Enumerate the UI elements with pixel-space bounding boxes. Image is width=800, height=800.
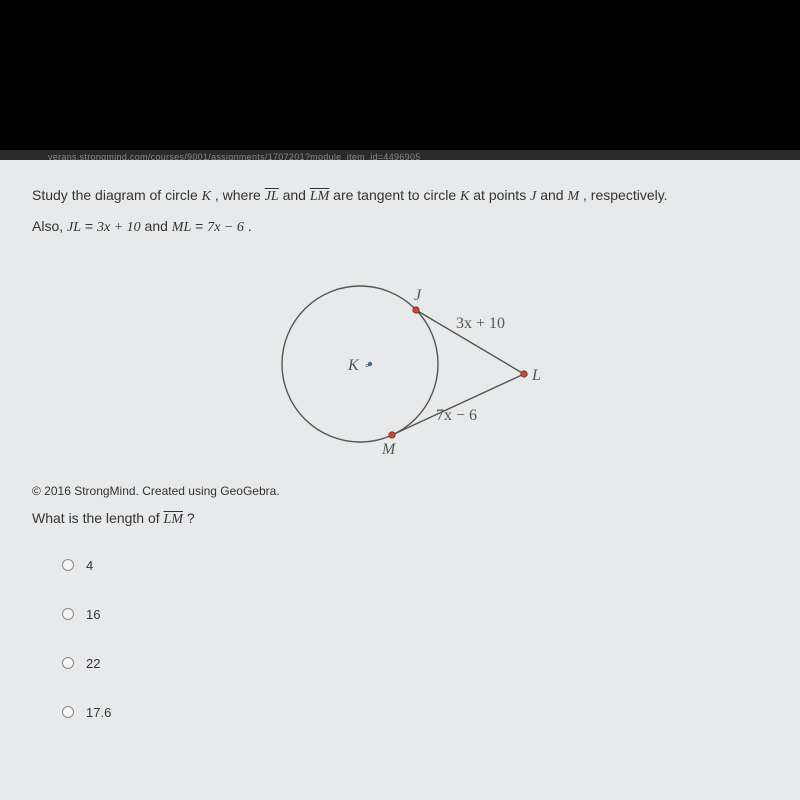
prompt-seg: LM xyxy=(164,512,183,527)
radio-icon xyxy=(62,657,74,669)
q-eq2-lhs: ML xyxy=(172,220,191,235)
q-text: are tangent to circle xyxy=(333,187,460,203)
q-pt-j: J xyxy=(530,189,536,204)
option-label: 17.6 xyxy=(86,705,111,720)
label-j: J xyxy=(414,287,422,304)
label-l: L xyxy=(531,367,541,384)
label-m: M xyxy=(381,441,397,458)
q-text: , where xyxy=(215,187,265,203)
expr-top: 3x + 10 xyxy=(456,315,505,332)
point-m xyxy=(389,431,395,437)
q-eq1-rhs: 3x + 10 xyxy=(97,220,141,235)
q-pt-m: M xyxy=(567,189,579,204)
content-area: Study the diagram of circle K , where JL… xyxy=(0,160,800,800)
point-l xyxy=(521,370,527,376)
q-text: Study the diagram of circle xyxy=(32,187,202,203)
q-seg-jl: JL xyxy=(265,189,279,204)
expr-bottom: 7x − 6 xyxy=(436,407,477,424)
option-3[interactable]: 17.6 xyxy=(62,705,768,720)
radio-icon xyxy=(62,559,74,571)
q-eq1-lhs: JL xyxy=(67,220,81,235)
q-seg-lm: LM xyxy=(310,189,329,204)
q-circle2: K xyxy=(460,189,469,204)
q-text: and xyxy=(540,187,567,203)
q-text: and xyxy=(283,187,310,203)
copyright-text: © 2016 StrongMind. Created using GeoGebr… xyxy=(32,484,768,498)
label-k: K xyxy=(347,357,360,374)
option-label: 22 xyxy=(86,656,100,671)
q-eq2-rhs: 7x − 6 xyxy=(207,220,244,235)
q-circle: K xyxy=(202,189,211,204)
option-1[interactable]: 16 xyxy=(62,607,768,622)
prompt-suffix: ? xyxy=(187,510,195,526)
radio-icon xyxy=(62,608,74,620)
option-2[interactable]: 22 xyxy=(62,656,768,671)
tangent-ml xyxy=(392,374,524,435)
prompt-prefix: What is the length of xyxy=(32,510,164,526)
q-text: = xyxy=(85,218,97,234)
q-text: Also, xyxy=(32,218,67,234)
q-text: , respectively. xyxy=(583,187,668,203)
radio-icon xyxy=(62,706,74,718)
point-j xyxy=(413,306,419,312)
q-text: at points xyxy=(473,187,530,203)
q-text: . xyxy=(248,218,252,234)
center-ring: ∘ xyxy=(364,361,370,372)
circle-diagram: K ∘ J M L 3x + 10 7x − 6 xyxy=(230,254,570,474)
option-0[interactable]: 4 xyxy=(62,558,768,573)
q-text: = xyxy=(195,218,207,234)
option-label: 16 xyxy=(86,607,100,622)
prompt-text: What is the length of LM ? xyxy=(32,510,768,528)
q-text: and xyxy=(145,218,172,234)
option-label: 4 xyxy=(86,558,93,573)
question-line-2: Also, JL = 3x + 10 and ML = 7x − 6 . xyxy=(32,215,768,240)
question-line-1: Study the diagram of circle K , where JL… xyxy=(32,184,768,209)
